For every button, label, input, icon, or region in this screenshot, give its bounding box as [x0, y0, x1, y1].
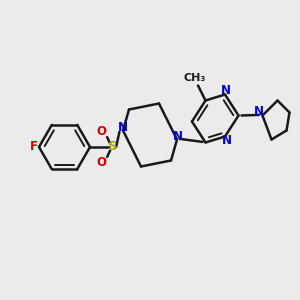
Text: N: N — [220, 84, 231, 98]
Text: N: N — [221, 134, 232, 147]
Text: O: O — [96, 124, 106, 138]
Text: N: N — [254, 105, 264, 119]
Text: F: F — [30, 140, 38, 154]
Text: N: N — [117, 121, 128, 134]
Text: N: N — [172, 130, 183, 143]
Text: CH₃: CH₃ — [184, 73, 206, 83]
Text: O: O — [96, 156, 106, 170]
Text: S: S — [108, 140, 117, 154]
